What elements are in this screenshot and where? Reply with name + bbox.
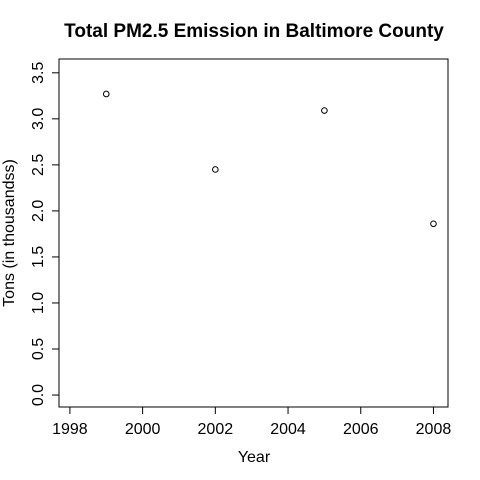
y-axis-label: Tons (in thousandss) bbox=[1, 159, 18, 307]
data-point bbox=[212, 166, 219, 173]
y-tick-label: 2.0 bbox=[30, 200, 47, 222]
x-tick-label: 2002 bbox=[198, 421, 234, 438]
y-tick-label: 0.5 bbox=[30, 338, 47, 360]
x-tick-label: 2006 bbox=[343, 421, 379, 438]
x-tick-label: 2008 bbox=[416, 421, 452, 438]
y-axis: 0.0 0.5 1.0 1.5 2.0 2.5 3.0 3.5 bbox=[30, 62, 60, 406]
y-tick-label: 2.5 bbox=[30, 154, 47, 176]
x-tick-label: 2000 bbox=[125, 421, 161, 438]
data-point bbox=[321, 107, 328, 114]
x-tick-label: 2004 bbox=[270, 421, 306, 438]
chart-title: Total PM2.5 Emission in Baltimore County bbox=[64, 21, 444, 42]
data-points bbox=[102, 90, 437, 228]
y-tick-label: 0.0 bbox=[30, 384, 47, 406]
y-tick-label: 1.0 bbox=[30, 292, 47, 314]
data-point bbox=[430, 220, 437, 228]
y-tick-label: 3.0 bbox=[30, 108, 47, 130]
x-axis-label: Year bbox=[238, 449, 271, 466]
y-tick-label: 3.5 bbox=[30, 62, 47, 84]
plot-frame bbox=[58, 58, 449, 408]
x-tick-label: 1998 bbox=[52, 421, 88, 438]
data-point bbox=[102, 90, 110, 98]
x-axis: 1998 2000 2002 2004 2006 2008 bbox=[52, 406, 452, 438]
y-tick-label: 1.5 bbox=[30, 246, 47, 268]
